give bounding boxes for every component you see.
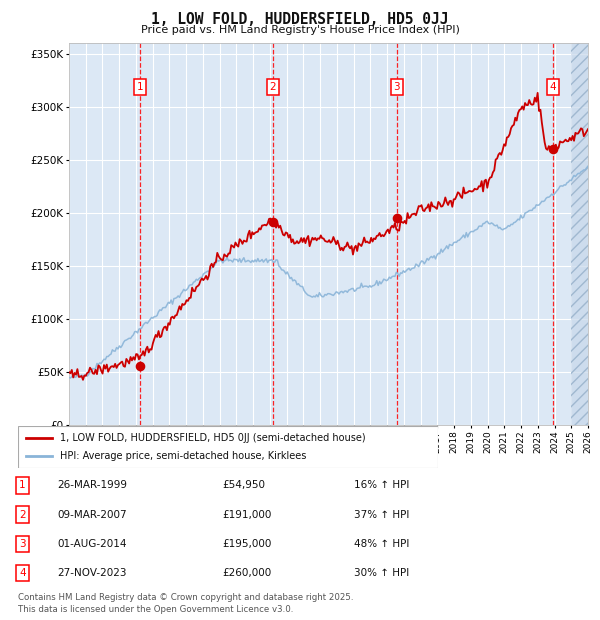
Text: HPI: Average price, semi-detached house, Kirklees: HPI: Average price, semi-detached house,… bbox=[60, 451, 307, 461]
Text: 48% ↑ HPI: 48% ↑ HPI bbox=[354, 539, 409, 549]
Text: 4: 4 bbox=[550, 82, 556, 92]
Text: 1, LOW FOLD, HUDDERSFIELD, HD5 0JJ: 1, LOW FOLD, HUDDERSFIELD, HD5 0JJ bbox=[151, 12, 449, 27]
Text: 2: 2 bbox=[19, 510, 26, 520]
Point bbox=[392, 213, 401, 223]
Text: Contains HM Land Registry data © Crown copyright and database right 2025.
This d: Contains HM Land Registry data © Crown c… bbox=[18, 593, 353, 614]
Text: 30% ↑ HPI: 30% ↑ HPI bbox=[354, 568, 409, 578]
Text: 01-AUG-2014: 01-AUG-2014 bbox=[57, 539, 127, 549]
FancyBboxPatch shape bbox=[18, 426, 438, 468]
Text: 09-MAR-2007: 09-MAR-2007 bbox=[57, 510, 127, 520]
Bar bbox=[571, 43, 588, 425]
Text: 1, LOW FOLD, HUDDERSFIELD, HD5 0JJ (semi-detached house): 1, LOW FOLD, HUDDERSFIELD, HD5 0JJ (semi… bbox=[60, 433, 365, 443]
Point bbox=[268, 218, 278, 228]
Text: 27-NOV-2023: 27-NOV-2023 bbox=[57, 568, 127, 578]
Text: £191,000: £191,000 bbox=[222, 510, 271, 520]
Text: Price paid vs. HM Land Registry's House Price Index (HPI): Price paid vs. HM Land Registry's House … bbox=[140, 25, 460, 35]
Text: £54,950: £54,950 bbox=[222, 480, 265, 490]
Text: 16% ↑ HPI: 16% ↑ HPI bbox=[354, 480, 409, 490]
Text: £260,000: £260,000 bbox=[222, 568, 271, 578]
Text: 1: 1 bbox=[19, 480, 26, 490]
Point bbox=[548, 144, 557, 154]
Text: 1: 1 bbox=[137, 82, 143, 92]
Bar bbox=[571, 43, 588, 425]
Text: 3: 3 bbox=[394, 82, 400, 92]
Text: 37% ↑ HPI: 37% ↑ HPI bbox=[354, 510, 409, 520]
Text: 2: 2 bbox=[269, 82, 276, 92]
Text: 26-MAR-1999: 26-MAR-1999 bbox=[57, 480, 127, 490]
Text: 4: 4 bbox=[19, 568, 26, 578]
Point bbox=[135, 361, 145, 371]
Text: £195,000: £195,000 bbox=[222, 539, 271, 549]
Text: 3: 3 bbox=[19, 539, 26, 549]
